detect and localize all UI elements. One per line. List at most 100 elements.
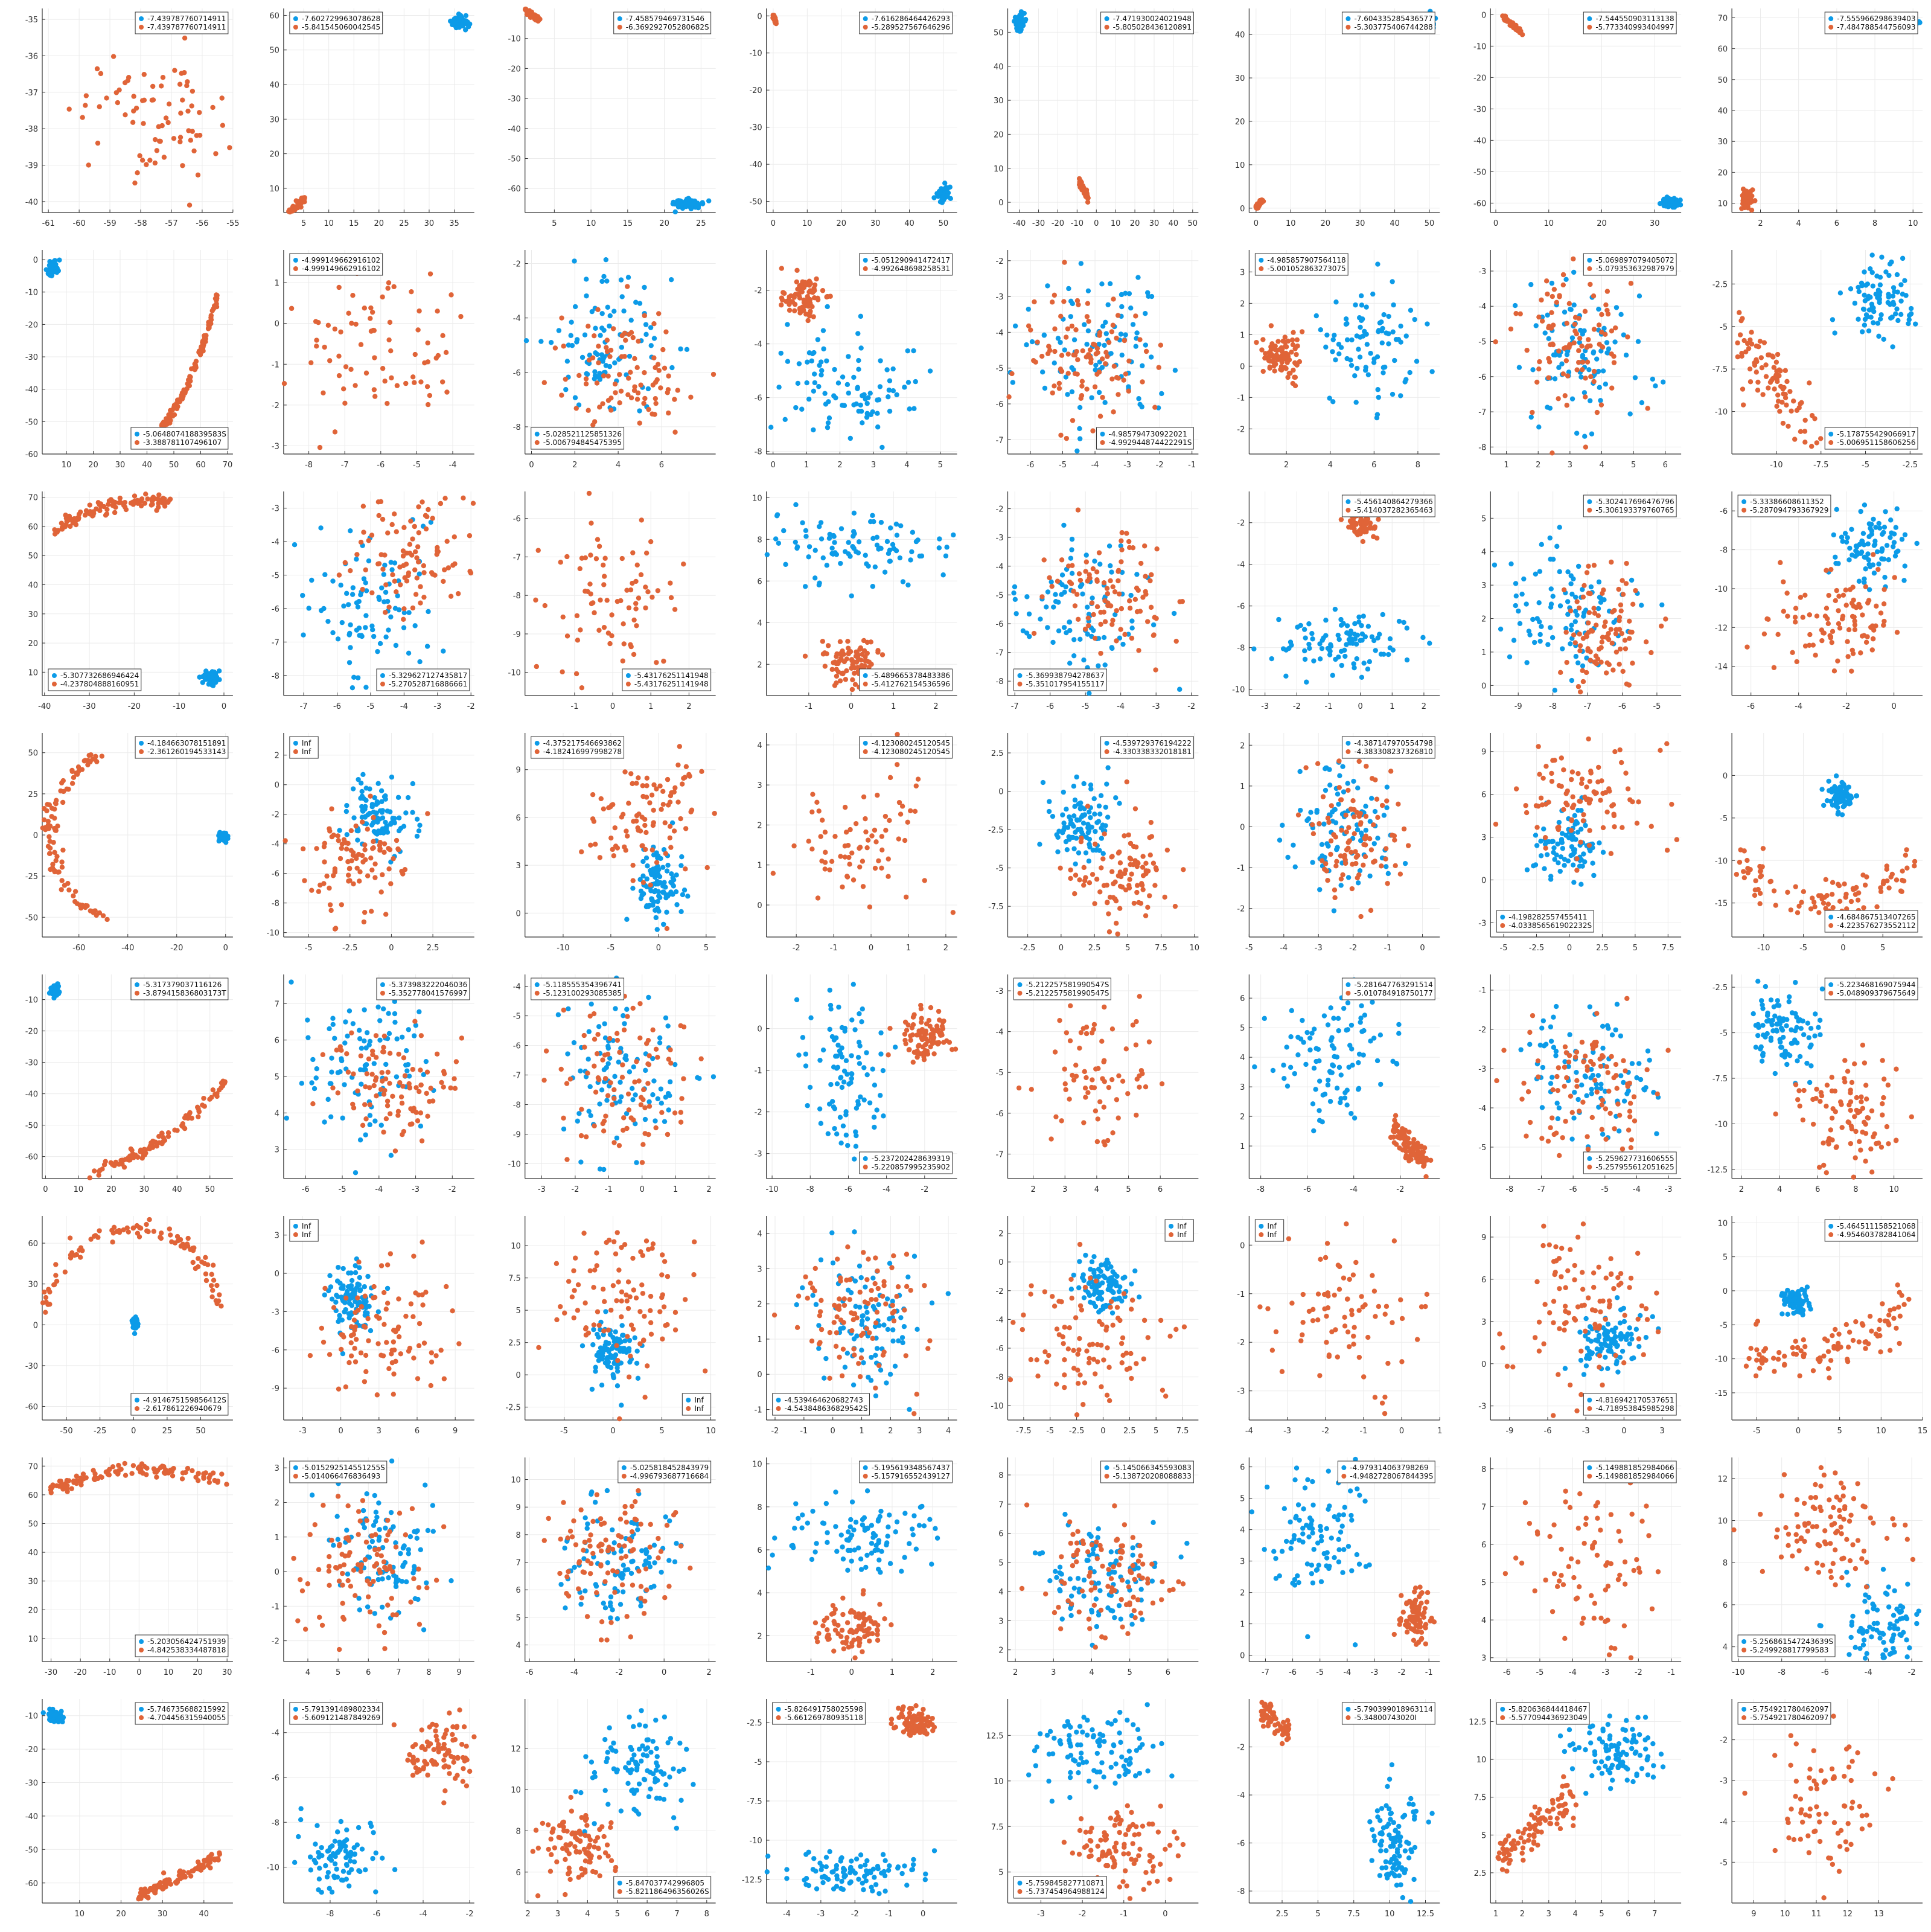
series-2-point [1825, 616, 1830, 621]
series-2-point [1571, 632, 1577, 638]
series-2-point [1738, 318, 1744, 324]
y-tick-label: -60 [25, 450, 38, 459]
x-tick-label: 40 [142, 461, 152, 470]
legend-label-series-2: -5.001052863273075 [1267, 264, 1345, 273]
series-1-point [648, 325, 654, 330]
series-2-point [592, 610, 597, 616]
series-2-point [1584, 570, 1590, 575]
series-1-point [1888, 535, 1893, 540]
series-2-point [1518, 311, 1523, 317]
series-2-point [1063, 334, 1069, 340]
series-2-point [1588, 374, 1594, 380]
series-2-point [820, 639, 826, 644]
series-1-point [1149, 293, 1155, 299]
series-1-point [1348, 357, 1353, 363]
series-2-point [631, 617, 637, 623]
series-2-point [72, 889, 78, 894]
series-2-point [1810, 642, 1816, 648]
legend: -7.616286464426293-5.289527567646296 [859, 11, 953, 34]
series-1-point [1874, 549, 1880, 555]
series-1-point [1286, 645, 1292, 651]
series-1-point [1269, 656, 1274, 662]
series-1-point [819, 368, 825, 373]
series-2-point [1591, 368, 1597, 374]
series-1-point [1398, 323, 1403, 329]
series-2-point [666, 410, 671, 416]
series-1-point [346, 660, 353, 665]
series-2-point [1119, 559, 1124, 565]
series-2-point [369, 533, 375, 538]
series-2-point [1871, 552, 1876, 557]
series-2-point [835, 669, 841, 675]
series-2-point [54, 529, 60, 535]
series-1-point [1381, 651, 1387, 657]
series-2-point [1851, 597, 1856, 603]
y-tick-label: -14 [1715, 663, 1728, 672]
series-1-point [1604, 340, 1610, 345]
y-tick-label: 20 [269, 150, 279, 159]
x-tick-label: -5 [305, 944, 313, 953]
series-1-point [1512, 302, 1518, 309]
series-1-point [1045, 283, 1050, 289]
series-2-point [1772, 386, 1777, 392]
series-2-point [1752, 362, 1758, 368]
series-2-point [1624, 560, 1629, 566]
series-2-point [1059, 557, 1065, 563]
y-tick-label: -3 [272, 442, 279, 451]
series-1-point [1136, 396, 1141, 401]
x-tick-label: -4 [449, 461, 457, 470]
series-2-point [1580, 359, 1586, 365]
series-1-point [1058, 339, 1063, 345]
series-2-point [1620, 668, 1626, 674]
series-1-point [1309, 631, 1315, 636]
series-1-point [1145, 290, 1151, 295]
series-2-point [123, 112, 128, 118]
series-1-point [1886, 557, 1891, 563]
series-2-point [147, 158, 153, 163]
series-1-point [1859, 280, 1865, 286]
series-2-point [455, 591, 461, 597]
series-1-point [1333, 299, 1339, 305]
series-2-point [1072, 352, 1078, 358]
series-2-point [625, 284, 630, 289]
series-2-point [1597, 342, 1602, 347]
series-1-point [1569, 622, 1574, 628]
series-2-point [113, 90, 119, 95]
series-1-point [1077, 405, 1083, 411]
series-2-point [213, 151, 219, 156]
series-1-point [211, 679, 217, 685]
y-tick-label: -7.5 [1712, 365, 1728, 374]
series-1-point [1332, 333, 1337, 338]
legend-label-series-2: -5.773340993404997 [1595, 23, 1674, 31]
legend-marker-series-2 [134, 440, 139, 445]
series-2-point [1047, 575, 1052, 581]
series-2-point [1835, 658, 1840, 664]
y-tick-label: -10 [508, 669, 521, 678]
series-2-point [809, 304, 815, 310]
series-2-point [78, 509, 83, 515]
y-tick-label: -6 [513, 369, 521, 378]
series-1-point [1571, 269, 1577, 275]
series-1-point [1878, 312, 1884, 318]
series-1-point [355, 837, 360, 843]
series-2-point [1604, 635, 1610, 641]
series-2-point [666, 373, 671, 379]
series-1-point [605, 304, 610, 310]
series-2-point [220, 123, 226, 128]
series-1-point [348, 528, 353, 534]
series-2-point [594, 380, 600, 386]
series-1-point [406, 610, 412, 615]
series-2-point [1550, 342, 1556, 348]
x-tick-label: 5 [301, 219, 306, 228]
series-2-point [1779, 400, 1785, 405]
series-2-point [1058, 432, 1064, 438]
scatter-plot-10: -8 -7 -6 -5 -410-1-2-3-4.999149662916102-4.9… [272, 250, 474, 470]
series-2-point [161, 155, 167, 160]
series-2-point [1560, 282, 1566, 288]
x-tick-label: -2 [1156, 461, 1164, 470]
series-2-point [1067, 579, 1073, 585]
series-1-point [1863, 566, 1868, 572]
series-1-point [1890, 344, 1895, 350]
series-1-point [1890, 544, 1896, 549]
legend-label-series-2: -6.369292705280682S [626, 23, 709, 31]
